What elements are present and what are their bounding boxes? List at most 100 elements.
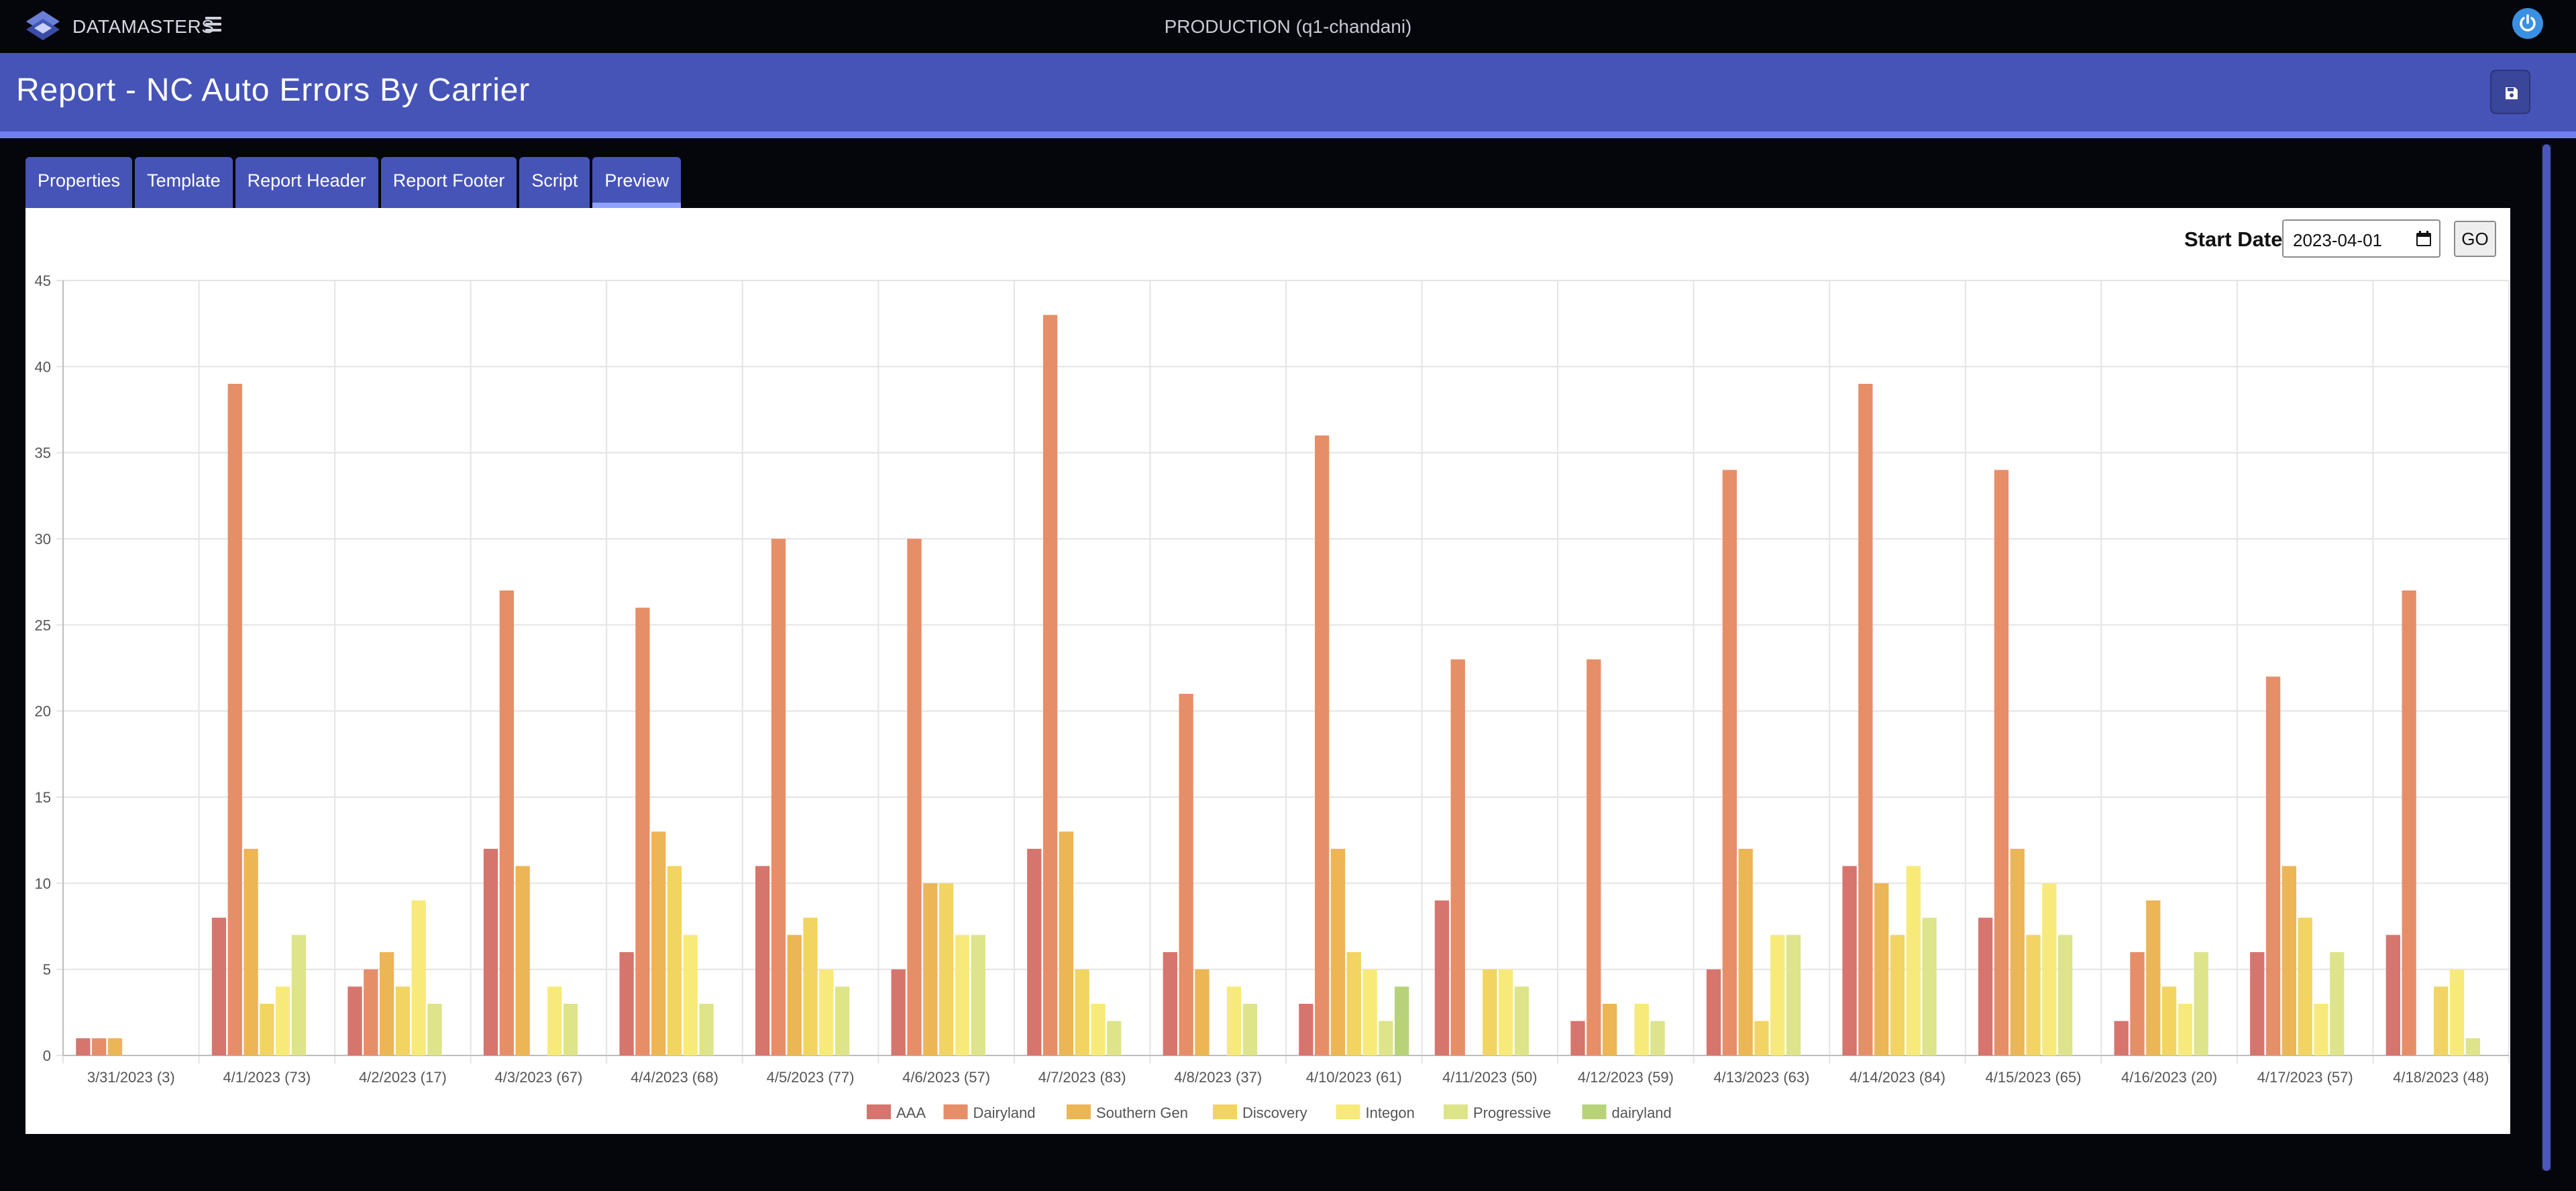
tab-bar: Properties Template Report Header Report… — [25, 157, 684, 208]
bar — [1770, 935, 1785, 1055]
bar — [1842, 866, 1857, 1055]
x-tick-label: 4/3/2023 (67) — [495, 1069, 583, 1086]
y-tick-label: 5 — [43, 962, 51, 978]
tab-report-footer[interactable]: Report Footer — [380, 157, 517, 208]
bar — [379, 952, 394, 1055]
bar — [2330, 952, 2345, 1055]
bar — [2385, 935, 2400, 1055]
legend-swatch — [867, 1104, 891, 1119]
brand-name: DATAMASTERS — [72, 16, 215, 37]
go-button[interactable]: GO — [2454, 221, 2496, 257]
bar — [1650, 1021, 1665, 1055]
power-icon[interactable] — [2512, 8, 2543, 39]
legend-label: Southern Gen — [1096, 1104, 1188, 1121]
tab-script[interactable]: Script — [519, 157, 590, 208]
scrollbar-thumb[interactable] — [2542, 144, 2551, 1171]
bar — [1587, 659, 1601, 1055]
bar — [2282, 866, 2297, 1055]
y-tick-label: 25 — [35, 617, 51, 633]
bar — [2042, 883, 2057, 1055]
environment-label: PRODUCTION (q1-chandani) — [1164, 16, 1412, 37]
x-tick-label: 4/7/2023 (83) — [1038, 1069, 1126, 1086]
bar — [2146, 900, 2161, 1055]
bar — [1059, 831, 1074, 1055]
bar — [1299, 1004, 1313, 1055]
title-bar — [0, 53, 2576, 132]
bar — [2114, 1021, 2129, 1055]
bar — [1330, 849, 1346, 1055]
bar — [395, 986, 411, 1055]
y-tick-label: 30 — [35, 531, 51, 548]
bar — [1874, 883, 1889, 1055]
bar — [547, 986, 562, 1055]
bar — [1906, 866, 1921, 1055]
x-tick-label: 4/10/2023 (61) — [1306, 1069, 1402, 1086]
bar — [260, 1004, 274, 1055]
bar — [92, 1038, 107, 1055]
bar — [2402, 590, 2416, 1055]
bar — [211, 917, 227, 1055]
bar — [499, 590, 514, 1055]
tab-report-header[interactable]: Report Header — [235, 157, 378, 208]
bar — [2010, 849, 2025, 1055]
bar — [107, 1038, 123, 1055]
legend-label: Integon — [1366, 1104, 1415, 1121]
start-date-input[interactable]: 2023-04-01 — [2282, 219, 2440, 258]
bar — [2449, 969, 2465, 1055]
y-tick-label: 20 — [35, 703, 51, 720]
legend-swatch — [1444, 1104, 1468, 1119]
bar — [971, 935, 985, 1055]
bar — [364, 969, 378, 1055]
save-icon — [2506, 87, 2518, 99]
x-tick-label: 4/16/2023 (20) — [2121, 1069, 2217, 1086]
x-tick-label: 4/5/2023 (77) — [767, 1069, 855, 1086]
legend-label: Discovery — [1242, 1104, 1307, 1121]
bar — [923, 883, 938, 1055]
bar — [1994, 470, 2009, 1055]
bar — [1634, 1004, 1649, 1055]
bar — [2434, 986, 2449, 1055]
bar — [819, 969, 834, 1055]
bar — [1498, 969, 1513, 1055]
x-tick-label: 4/4/2023 (68) — [631, 1069, 718, 1086]
x-tick-label: 4/2/2023 (17) — [359, 1069, 447, 1086]
bar — [76, 1038, 91, 1055]
tab-template[interactable]: Template — [135, 157, 233, 208]
bar — [244, 849, 258, 1055]
bar — [1858, 384, 1873, 1055]
bar — [651, 831, 666, 1055]
bar — [2026, 935, 2041, 1055]
bar — [955, 935, 970, 1055]
bar — [755, 866, 770, 1055]
bar — [1786, 935, 1801, 1055]
tab-preview[interactable]: Preview — [592, 157, 682, 208]
bar — [1179, 694, 1193, 1055]
bar — [1195, 969, 1210, 1055]
bar — [1514, 986, 1529, 1055]
save-button[interactable] — [2490, 70, 2530, 114]
bar — [907, 539, 922, 1055]
bar — [1379, 1021, 1393, 1055]
bar — [635, 607, 650, 1055]
bar — [2298, 917, 2312, 1055]
bar — [347, 986, 362, 1055]
bar — [1483, 969, 1497, 1055]
calendar-icon[interactable] — [2415, 230, 2432, 248]
bar — [1107, 1021, 1122, 1055]
bar — [2130, 952, 2145, 1055]
bar — [683, 935, 698, 1055]
top-navigation-bar: DATAMASTERS PRODUCTION (q1-chandani) — [0, 0, 2576, 53]
menu-icon[interactable] — [205, 17, 221, 33]
bar — [427, 1004, 442, 1055]
bar — [1434, 900, 1450, 1055]
x-tick-label: 4/11/2023 (50) — [1442, 1069, 1537, 1086]
page-title: Report - NC Auto Errors By Carrier — [16, 72, 531, 108]
tab-properties[interactable]: Properties — [25, 157, 133, 208]
x-tick-label: 4/6/2023 (57) — [902, 1069, 990, 1086]
logo-icon[interactable] — [25, 9, 61, 43]
bar — [2178, 1004, 2193, 1055]
bar — [2194, 952, 2208, 1055]
title-bar-accent — [0, 132, 2576, 138]
legend-swatch — [1067, 1104, 1091, 1119]
